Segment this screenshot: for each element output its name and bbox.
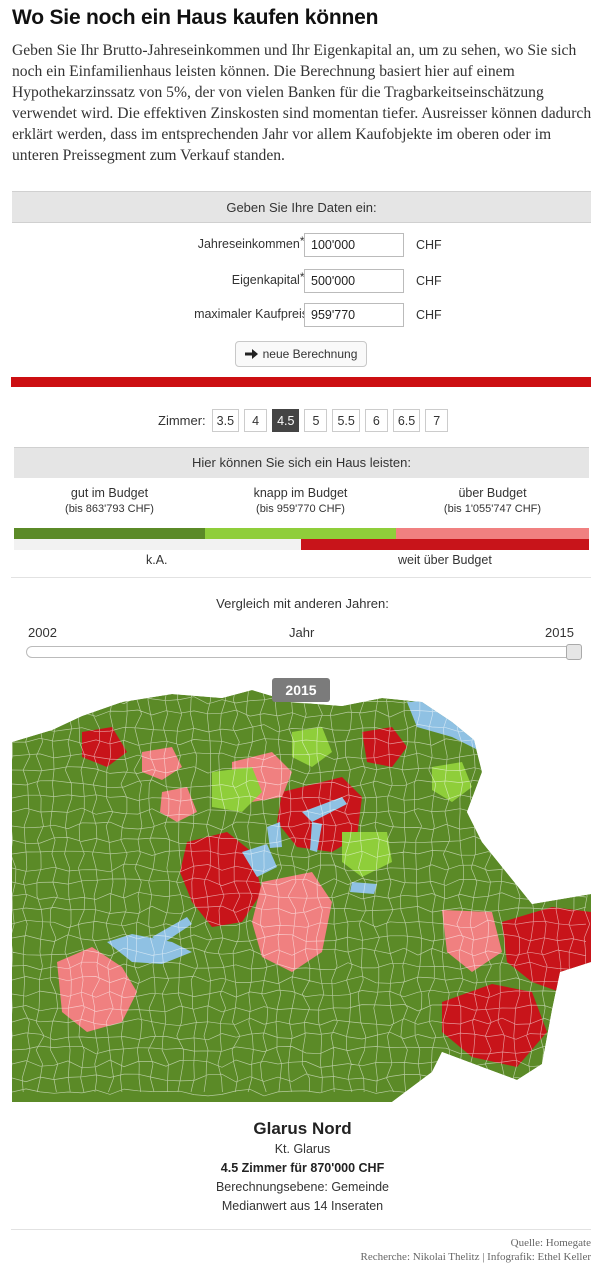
legend-tight-swatch [205,528,396,539]
calculation-level: Berechnungsebene: Gemeinde [215,1180,390,1194]
income-unit: CHF [416,238,442,252]
separator-bar [11,377,591,387]
legend-over-swatch [396,528,589,539]
year-axis-label: Jahr [289,625,315,640]
divider [11,577,591,578]
room-option[interactable]: 6.5 [392,409,421,432]
new-calculation-button[interactable]: neue Berechnung [235,341,367,367]
required-mark: * [299,234,305,248]
legend-good-range: (bis 863'793 CHF) [65,503,154,515]
legend-good-label: gut im Budget [70,486,149,500]
legend-good-swatch [14,528,205,539]
legend-tight: knapp im Budget (bis 959'770 CHF) [205,486,396,515]
equity-label: Eigenkapital*: [231,270,308,287]
arrow-right-icon [244,349,258,359]
income-label: Jahreseinkommen*: [197,234,308,251]
page-title: Wo Sie noch ein Haus kaufen können [12,6,379,29]
income-row: Jahreseinkommen*: 100'000 CHF [12,233,591,257]
intro-text: Geben Sie Ihr Brutto-Jahreseinkommen und… [12,42,592,164]
author-credit: Recherche: Nikolai Thelitz | Infografik:… [360,1251,591,1263]
price-line: 4.5 Zimmer für 870'000 CHF [220,1161,385,1175]
room-option[interactable]: 4 [244,409,268,432]
room-option[interactable]: 5 [304,409,328,432]
input-form: Geben Sie Ihre Daten ein: Jahreseinkomme… [12,191,591,374]
legend-far-over-swatch [301,539,589,550]
municipality-info: Glarus Nord Kt. Glarus 4.5 Zimmer für 87… [0,1118,605,1216]
municipality-name: Glarus Nord [253,1119,352,1138]
year-end-label: 2015 [545,625,574,640]
legend-over-label: über Budget [458,486,527,500]
rooms-label: Zimmer: [158,413,206,428]
year-slider-track[interactable] [26,646,582,658]
selected-year-badge: 2015 [272,678,330,702]
legend-tight-range: (bis 959'770 CHF) [256,503,345,515]
legend-over: über Budget (bis 1'055'747 CHF) [396,486,589,515]
switzerland-map[interactable] [12,672,591,1102]
room-option[interactable]: 3.5 [211,409,240,432]
canton-label: Kt. Glarus [274,1142,331,1156]
form-header: Geben Sie Ihre Daten ein: [12,191,591,223]
legend-over-range: (bis 1'055'747 CHF) [443,503,542,515]
income-input[interactable]: 100'000 [304,233,404,257]
year-slider-handle[interactable] [566,644,582,660]
max-price-unit: CHF [416,308,442,322]
max-price-label: maximaler Kaufpreis [194,307,308,321]
median-basis: Medianwert aus 14 Inseraten [221,1199,384,1213]
room-option[interactable]: 7 [425,409,449,432]
legend-na-label: k.A. [146,553,168,567]
room-option-selected[interactable]: 4.5 [272,409,300,432]
credits: Quelle: Homegate Recherche: Nikolai Thel… [361,1236,591,1264]
year-start-label: 2002 [28,625,57,640]
year-compare-title: Vergleich mit anderen Jahren: [216,596,389,611]
divider [11,1229,591,1230]
legend-header: Hier können Sie sich ein Haus leisten: [14,447,589,478]
room-option[interactable]: 6 [364,409,388,432]
room-option[interactable]: 5.5 [332,409,360,432]
equity-unit: CHF [416,274,442,288]
legend-good: gut im Budget (bis 863'793 CHF) [14,486,205,515]
required-mark: * [299,270,305,284]
new-calculation-label: neue Berechnung [262,347,358,361]
legend-tight-label: knapp im Budget [253,486,348,500]
room-selector: Zimmer: 3.5 4 4.5 5 5.5 6 6.5 7 [158,409,449,432]
legend-na-swatch [14,539,301,550]
max-price-row: maximaler Kaufpreis 959'770 CHF [12,303,591,327]
equity-row: Eigenkapital*: 500'000 CHF [12,269,591,293]
legend-far-over-label: weit über Budget [398,553,492,567]
equity-input[interactable]: 500'000 [304,269,404,293]
max-price-input[interactable]: 959'770 [304,303,404,327]
source-credit: Quelle: Homegate [510,1237,591,1249]
